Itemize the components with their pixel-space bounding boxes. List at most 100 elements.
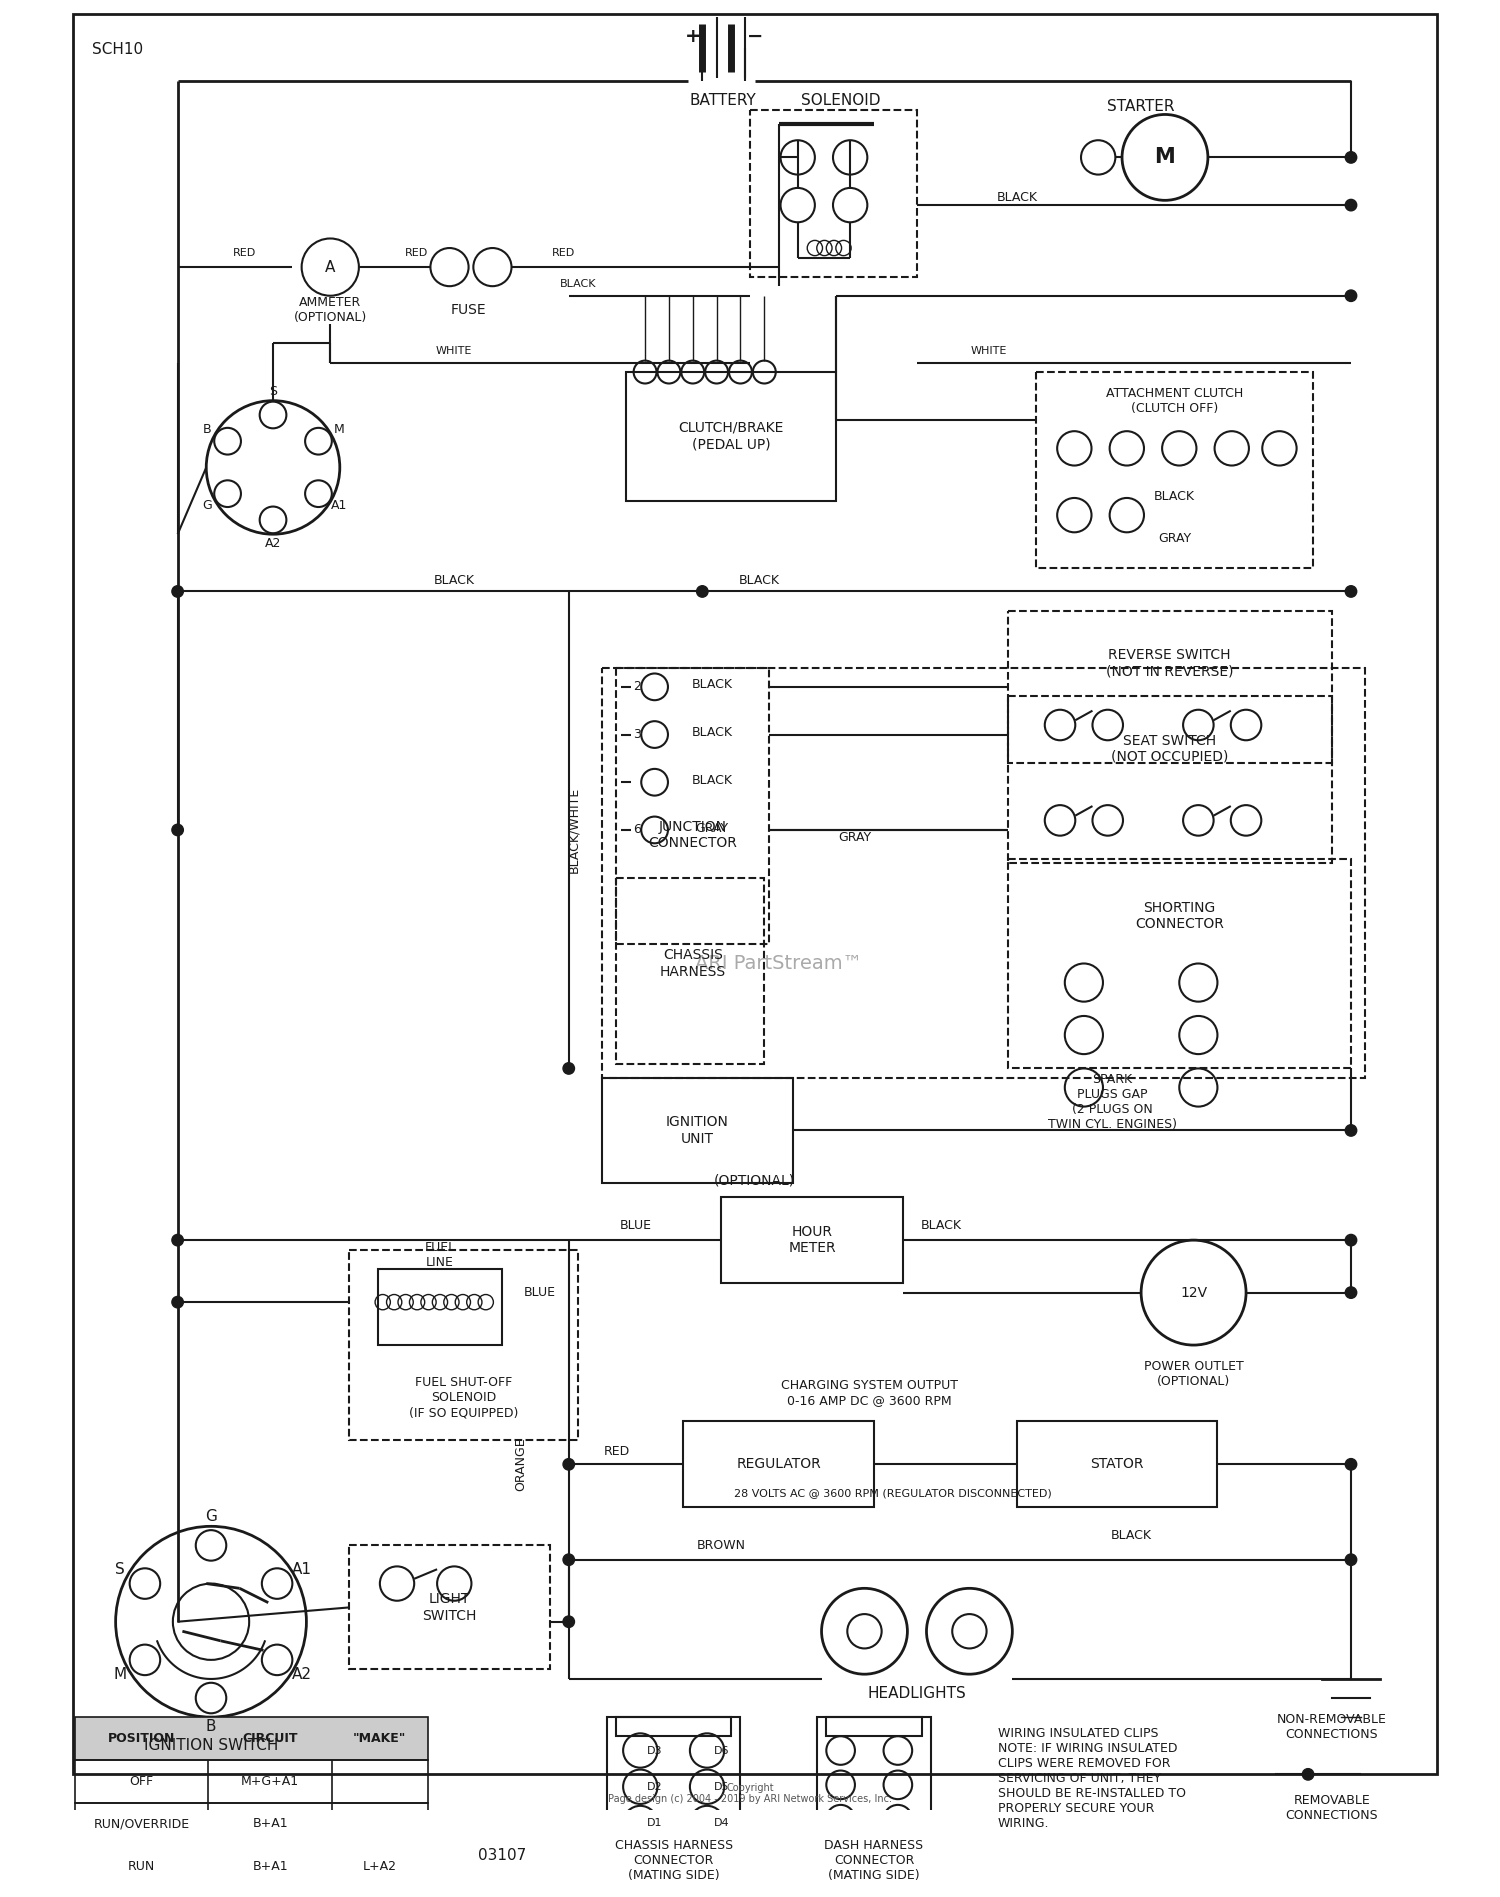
Text: G: G <box>206 1510 218 1525</box>
Text: ORANGE: ORANGE <box>514 1438 528 1491</box>
Text: B: B <box>206 1719 216 1734</box>
Text: D2: D2 <box>646 1781 663 1793</box>
Text: STATOR: STATOR <box>1090 1457 1144 1472</box>
Text: B: B <box>202 423 211 436</box>
Bar <box>602 668 1365 1077</box>
Text: SEAT SWITCH
(NOT OCCUPIED): SEAT SWITCH (NOT OCCUPIED) <box>1112 734 1228 764</box>
Circle shape <box>562 1062 574 1074</box>
Circle shape <box>172 1235 183 1246</box>
Text: 6: 6 <box>633 823 642 837</box>
Text: RUN/OVERRIDE: RUN/OVERRIDE <box>93 1817 189 1831</box>
Text: LIGHT
SWITCH: LIGHT SWITCH <box>423 1592 477 1622</box>
Text: RED: RED <box>552 249 576 258</box>
Text: M: M <box>333 423 345 436</box>
Text: RED: RED <box>405 249 427 258</box>
Text: 12V: 12V <box>1180 1286 1208 1299</box>
Bar <box>350 1250 579 1440</box>
Text: BLACK: BLACK <box>1112 1529 1152 1542</box>
Text: 28 VOLTS AC @ 3600 RPM (REGULATOR DISCONNECTED): 28 VOLTS AC @ 3600 RPM (REGULATOR DISCON… <box>734 1487 1052 1499</box>
Circle shape <box>1302 1768 1314 1779</box>
Text: OFF: OFF <box>129 1774 153 1787</box>
Text: REMOVABLE
CONNECTIONS: REMOVABLE CONNECTIONS <box>1286 1795 1378 1821</box>
Bar <box>1008 696 1332 863</box>
Text: S: S <box>116 1561 124 1576</box>
Text: ATTACHMENT CLUTCH
(CLUTCH OFF): ATTACHMENT CLUTCH (CLUTCH OFF) <box>1106 387 1244 415</box>
Text: BATTERY: BATTERY <box>690 93 756 108</box>
Text: BLACK: BLACK <box>560 279 597 288</box>
Text: A: A <box>326 260 336 275</box>
Circle shape <box>1346 586 1356 598</box>
Text: CHASSIS
HARNESS: CHASSIS HARNESS <box>660 948 726 979</box>
Bar <box>616 1717 730 1736</box>
Circle shape <box>562 1616 574 1628</box>
Text: +: + <box>684 27 700 46</box>
Bar <box>626 372 836 501</box>
Text: POWER OUTLET
(OPTIONAL): POWER OUTLET (OPTIONAL) <box>1143 1360 1244 1389</box>
Bar <box>75 1889 428 1897</box>
Text: M+G+A1: M+G+A1 <box>242 1774 298 1787</box>
Text: CIRCUIT: CIRCUIT <box>243 1732 298 1745</box>
Text: D3: D3 <box>646 1745 663 1755</box>
Bar <box>75 1760 428 1802</box>
Text: IGNITION SWITCH: IGNITION SWITCH <box>144 1738 278 1753</box>
Text: A1: A1 <box>292 1561 312 1576</box>
Bar <box>608 1717 741 1833</box>
Text: RED: RED <box>603 1446 630 1459</box>
Bar <box>1036 372 1312 567</box>
Text: D5: D5 <box>714 1781 729 1793</box>
Text: D6: D6 <box>714 1745 729 1755</box>
Circle shape <box>172 1296 183 1307</box>
Text: B+A1: B+A1 <box>252 1861 288 1874</box>
Text: GRAY: GRAY <box>1158 533 1191 546</box>
Text: 03107: 03107 <box>478 1848 526 1863</box>
Text: BLUE: BLUE <box>620 1220 651 1233</box>
Text: NON-REMOVABLE
CONNECTIONS: NON-REMOVABLE CONNECTIONS <box>1276 1713 1388 1741</box>
Text: BLACK: BLACK <box>692 774 732 787</box>
Bar <box>75 1717 428 1760</box>
Circle shape <box>172 586 183 598</box>
Circle shape <box>562 1554 574 1565</box>
Text: Copyright
Page design (c) 2004 - 2019 by ARI Network Services, Inc.: Copyright Page design (c) 2004 - 2019 by… <box>608 1783 892 1804</box>
Text: CLUTCH/BRAKE
(PEDAL UP): CLUTCH/BRAKE (PEDAL UP) <box>678 421 783 451</box>
Bar <box>722 1197 903 1282</box>
Text: STARTER: STARTER <box>1107 99 1174 114</box>
Text: FUSE: FUSE <box>452 304 486 317</box>
Bar <box>682 1421 874 1508</box>
Bar <box>378 1269 502 1345</box>
Text: A1: A1 <box>332 499 348 512</box>
Text: ARI PartStream™: ARI PartStream™ <box>694 954 862 973</box>
Text: BLACK/WHITE: BLACK/WHITE <box>567 787 580 873</box>
Text: WIRING INSULATED CLIPS
NOTE: IF WIRING INSULATED
CLIPS WERE REMOVED FOR
SERVICIN: WIRING INSULATED CLIPS NOTE: IF WIRING I… <box>998 1726 1186 1829</box>
Bar <box>75 1846 428 1889</box>
Bar <box>350 1546 549 1669</box>
Text: BLACK: BLACK <box>692 679 732 691</box>
Circle shape <box>1346 1554 1356 1565</box>
Text: HOUR
METER: HOUR METER <box>788 1225 836 1256</box>
Circle shape <box>1346 290 1356 302</box>
Text: REVERSE SWITCH
(NOT IN REVERSE): REVERSE SWITCH (NOT IN REVERSE) <box>1106 649 1233 677</box>
Circle shape <box>1346 1459 1356 1470</box>
Text: BLACK: BLACK <box>692 727 732 740</box>
Text: BLACK: BLACK <box>433 573 476 586</box>
Bar <box>1008 611 1332 763</box>
Circle shape <box>1346 152 1356 163</box>
Text: 3: 3 <box>633 728 642 742</box>
Text: SCH10: SCH10 <box>92 42 142 57</box>
Text: BLACK: BLACK <box>740 573 780 586</box>
Text: REGULATOR: REGULATOR <box>736 1457 821 1472</box>
Text: S: S <box>268 385 278 398</box>
Bar <box>827 1717 921 1736</box>
Text: SPARK
PLUGS GAP
(2 PLUGS ON
TWIN CYL. ENGINES): SPARK PLUGS GAP (2 PLUGS ON TWIN CYL. EN… <box>1048 1074 1178 1131</box>
Text: D1: D1 <box>646 1817 663 1829</box>
Text: HEADLIGHTS: HEADLIGHTS <box>867 1686 966 1702</box>
Text: FUEL SHUT-OFF
SOLENOID
(IF SO EQUIPPED): FUEL SHUT-OFF SOLENOID (IF SO EQUIPPED) <box>410 1375 519 1419</box>
Text: L+A2: L+A2 <box>363 1861 398 1874</box>
Text: CHASSIS HARNESS
CONNECTOR
(MATING SIDE): CHASSIS HARNESS CONNECTOR (MATING SIDE) <box>615 1838 732 1882</box>
Text: B+A1: B+A1 <box>252 1817 288 1831</box>
Bar <box>602 1077 794 1184</box>
Circle shape <box>1346 199 1356 211</box>
Text: M: M <box>1155 148 1176 167</box>
Text: A2: A2 <box>266 537 280 550</box>
Text: (OPTIONAL): (OPTIONAL) <box>714 1174 795 1188</box>
Circle shape <box>1346 1125 1356 1136</box>
